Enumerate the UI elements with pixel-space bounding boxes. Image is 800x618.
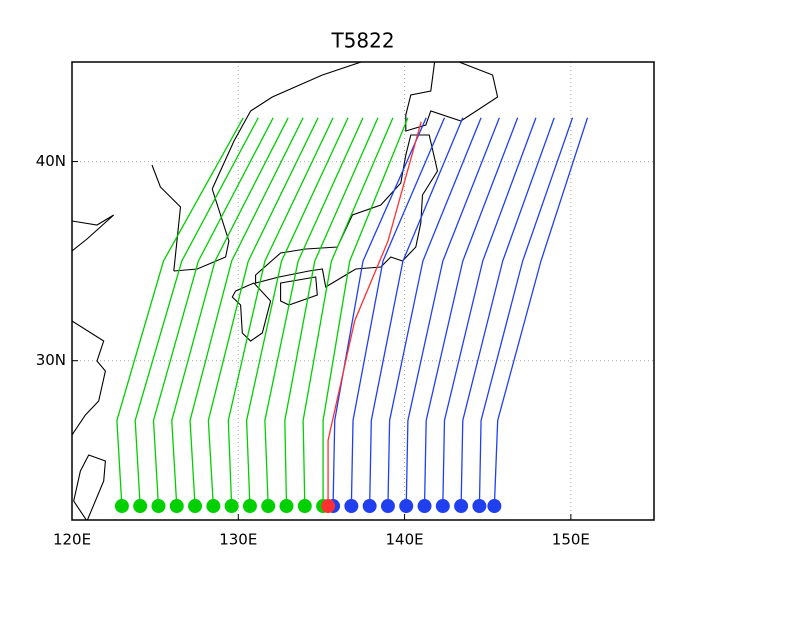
x-tick-label: 140E xyxy=(386,531,424,549)
track-line xyxy=(207,117,319,507)
start-points xyxy=(114,499,502,514)
chart-title: T5822 xyxy=(330,29,394,53)
start-point xyxy=(151,499,166,514)
y-tick-label: 40N xyxy=(36,152,66,170)
start-point xyxy=(487,499,502,514)
x-tick-label: 150E xyxy=(552,531,590,549)
start-point xyxy=(133,499,148,514)
coastlines xyxy=(72,62,499,520)
track-line xyxy=(227,117,334,507)
track-line xyxy=(387,117,482,507)
track-line xyxy=(245,117,349,507)
track-line xyxy=(332,117,427,507)
track-line xyxy=(350,117,446,507)
track-line xyxy=(171,117,289,507)
track-line xyxy=(478,117,574,507)
start-point xyxy=(321,499,336,514)
start-point xyxy=(399,499,414,514)
start-point xyxy=(169,499,184,514)
track-line xyxy=(460,117,555,507)
track-line xyxy=(423,117,519,507)
start-point xyxy=(261,499,276,514)
shikoku xyxy=(280,276,318,306)
korea xyxy=(151,62,363,272)
taiwan xyxy=(73,454,106,520)
start-point xyxy=(380,499,395,514)
track-line xyxy=(264,117,364,507)
track-line xyxy=(493,117,589,507)
track-line xyxy=(284,117,379,507)
track-line xyxy=(405,117,500,507)
china-coast xyxy=(72,214,115,436)
start-point xyxy=(435,499,450,514)
start-point xyxy=(224,499,239,514)
track-line xyxy=(322,117,409,507)
track-line xyxy=(152,117,274,507)
start-point xyxy=(472,499,487,514)
track-line xyxy=(134,117,259,507)
track-line xyxy=(442,117,537,507)
plot-frame xyxy=(71,61,655,521)
start-point xyxy=(362,499,377,514)
start-point xyxy=(454,499,469,514)
track-line xyxy=(369,117,464,507)
y-tick-label: 30N xyxy=(36,351,66,369)
kyushu xyxy=(231,282,272,342)
x-tick-label: 120E xyxy=(53,531,91,549)
x-tick-label: 130E xyxy=(219,531,257,549)
start-point xyxy=(297,499,312,514)
start-point xyxy=(279,499,294,514)
hokkaido xyxy=(405,62,499,132)
tracks xyxy=(116,117,589,507)
track-line xyxy=(302,117,394,507)
track-line xyxy=(327,121,422,507)
start-point xyxy=(417,499,432,514)
start-point xyxy=(242,499,257,514)
start-point xyxy=(206,499,221,514)
track-line xyxy=(189,117,304,507)
start-point xyxy=(344,499,359,514)
start-point xyxy=(114,499,129,514)
start-point xyxy=(188,499,203,514)
axes: 120E 130E 140E 150E 30N 40N xyxy=(36,152,590,548)
honshu xyxy=(255,134,439,288)
track-line xyxy=(116,117,244,507)
